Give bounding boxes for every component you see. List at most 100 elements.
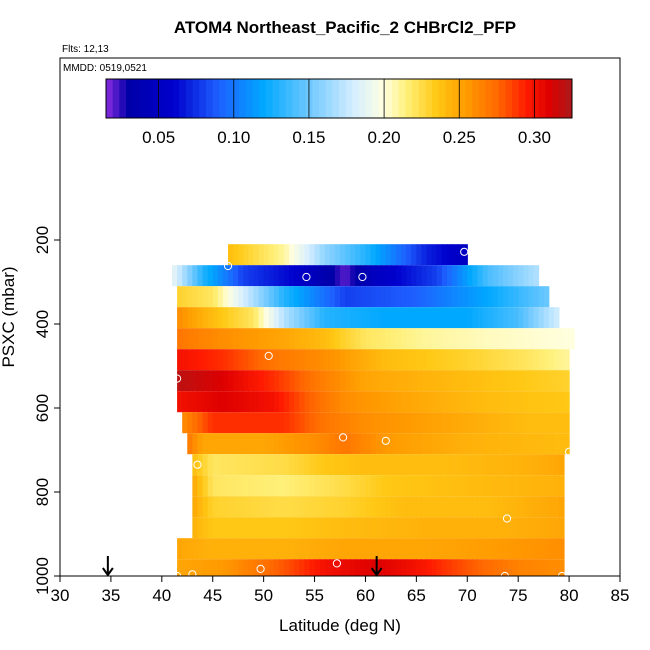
- heatmap-cell: [187, 265, 193, 287]
- heatmap-cell: [390, 286, 397, 308]
- heatmap-cell: [441, 538, 448, 560]
- heatmap-cell: [426, 307, 433, 329]
- heatmap-cell: [375, 391, 382, 413]
- heatmap-cell: [446, 307, 453, 329]
- heatmap-cell: [375, 370, 382, 392]
- heatmap-cell: [538, 475, 545, 497]
- axes: 30 35 40 45 50 55 60 65 70 75 80 85 200 400 600 800 1000: [33, 226, 629, 605]
- heatmap-cell: [299, 517, 305, 539]
- heatmap-cell: [187, 328, 193, 350]
- heatmap-cell: [385, 517, 392, 539]
- heatmap-cell: [426, 391, 433, 413]
- heatmap-cell: [207, 328, 214, 350]
- heatmap-cell: [472, 349, 479, 371]
- heatmap-cell: [375, 244, 382, 266]
- heatmap-cell: [508, 370, 514, 392]
- heatmap-cell: [278, 328, 285, 350]
- heatmap-cell: [217, 517, 224, 539]
- heatmap-cell: [441, 349, 448, 371]
- heatmap-cell: [350, 412, 356, 434]
- heatmap-cell: [390, 454, 397, 476]
- heatmap-cell: [284, 559, 290, 576]
- heatmap-cell: [253, 349, 260, 371]
- heatmap-cell: [263, 370, 270, 392]
- heatmap-cell: [482, 454, 489, 476]
- heatmap-cell: [289, 538, 295, 560]
- heatmap-cell: [238, 328, 244, 350]
- heatmap-cell: [543, 286, 550, 308]
- heatmap-cell: [243, 559, 249, 576]
- colorbar-swatch: [165, 79, 174, 118]
- heatmap-cell: [452, 517, 458, 539]
- heatmap-cell: [284, 538, 290, 560]
- heatmap-cell: [278, 517, 285, 539]
- heatmap-cell: [212, 559, 219, 576]
- heatmap-cell: [212, 412, 219, 434]
- heatmap-cell: [508, 454, 514, 476]
- heatmap-cell: [553, 433, 560, 455]
- heatmap-cell: [309, 265, 316, 287]
- heatmap-cell: [222, 307, 229, 329]
- heatmap-cell: [355, 412, 361, 434]
- heatmap-cell: [497, 433, 504, 455]
- heatmap-cell: [273, 244, 280, 266]
- sample-point: [264, 351, 273, 360]
- heatmap-cell: [253, 265, 260, 287]
- heatmap-cell: [416, 454, 423, 476]
- heatmap-cell: [421, 412, 428, 434]
- heatmap-cell: [345, 475, 351, 497]
- heatmap-cell: [345, 286, 351, 308]
- heatmap-cell: [258, 412, 265, 434]
- heatmap-cell: [197, 328, 204, 350]
- heatmap-cell: [248, 433, 255, 455]
- heatmap-cell: [243, 475, 249, 497]
- heatmap-cell: [309, 412, 316, 434]
- heatmap-cell: [197, 265, 204, 287]
- heatmap-cell: [284, 286, 290, 308]
- heatmap-cell: [212, 391, 219, 413]
- heatmap-cell: [222, 349, 229, 371]
- heatmap-cell: [299, 307, 305, 329]
- heatmap-cell: [233, 559, 239, 576]
- heatmap-cell: [513, 307, 519, 329]
- colorbar-swatch: [292, 79, 300, 118]
- heatmap-cell: [187, 412, 193, 434]
- heatmap-cell: [452, 349, 458, 371]
- heatmap-cell: [192, 412, 199, 434]
- colorbar-swatch: [225, 79, 233, 118]
- heatmap-cell: [345, 559, 351, 576]
- heatmap-band: [192, 454, 565, 476]
- heatmap-cell: [289, 433, 295, 455]
- heatmap-cell: [564, 370, 570, 392]
- colorbar-swatch: [259, 79, 267, 118]
- heatmap-cell: [350, 496, 356, 518]
- heatmap-cell: [462, 349, 468, 371]
- heatmap-cell: [355, 286, 361, 308]
- heatmap-cell: [528, 412, 535, 434]
- chart-title: ATOM4 Northeast_Pacific_2 CHBrCl2_PFP: [174, 18, 516, 37]
- heatmap-cell: [248, 496, 255, 518]
- heatmap-cell: [396, 538, 402, 560]
- heatmap-cell: [523, 517, 529, 539]
- heatmap-cell: [294, 496, 300, 518]
- heatmap-cell: [390, 475, 397, 497]
- heatmap-cell: [416, 286, 423, 308]
- heatmap-cell: [355, 433, 361, 455]
- heatmap-cell: [406, 433, 412, 455]
- heatmap-cell: [273, 349, 280, 371]
- heatmap-cell: [513, 265, 519, 287]
- heatmap-cell: [192, 475, 199, 497]
- heatmap-cell: [258, 328, 265, 350]
- colorbar-swatch: [332, 79, 340, 118]
- heatmap-cell: [268, 265, 275, 287]
- heatmap-cell: [487, 391, 494, 413]
- heatmap-cell: [457, 496, 463, 518]
- heatmap-cell: [202, 538, 209, 560]
- heatmap-cell: [243, 433, 249, 455]
- heatmap-cell: [217, 433, 224, 455]
- heatmap-cell: [538, 307, 545, 329]
- heatmap-cell: [431, 538, 438, 560]
- heatmap-cell: [217, 286, 224, 308]
- heatmap-cell: [345, 454, 351, 476]
- heatmap-cell: [284, 328, 290, 350]
